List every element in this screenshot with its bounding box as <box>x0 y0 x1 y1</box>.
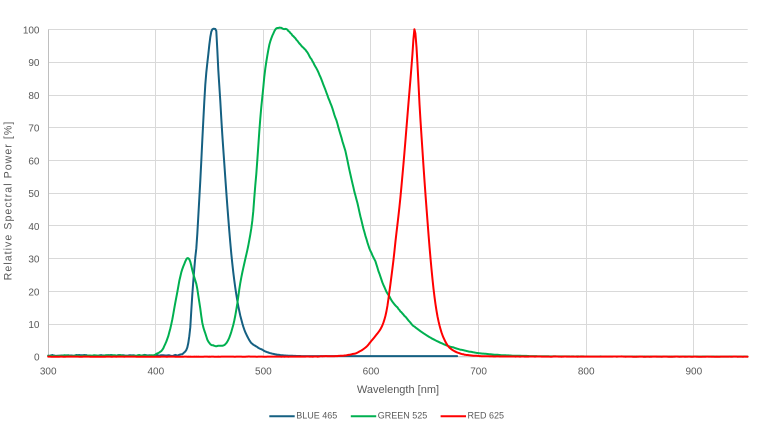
svg-text:500: 500 <box>255 367 272 378</box>
svg-text:RED 625: RED 625 <box>468 410 505 420</box>
svg-text:30: 30 <box>28 255 40 266</box>
svg-text:100: 100 <box>23 26 40 37</box>
svg-text:60: 60 <box>28 156 40 167</box>
svg-text:700: 700 <box>470 367 487 378</box>
svg-text:10: 10 <box>28 320 40 331</box>
svg-text:800: 800 <box>578 367 595 378</box>
svg-text:300: 300 <box>40 367 57 378</box>
svg-text:900: 900 <box>685 367 702 378</box>
svg-text:70: 70 <box>28 124 40 135</box>
svg-text:GREEN 525: GREEN 525 <box>378 410 428 420</box>
svg-text:40: 40 <box>28 222 40 233</box>
svg-text:Wavelength [nm]: Wavelength [nm] <box>357 384 439 396</box>
svg-text:Relative Spectral Power [%]: Relative Spectral Power [%] <box>3 121 15 281</box>
svg-text:BLUE 465: BLUE 465 <box>296 410 337 420</box>
svg-text:50: 50 <box>28 189 40 200</box>
svg-text:0: 0 <box>34 353 40 364</box>
svg-text:400: 400 <box>147 367 164 378</box>
svg-text:600: 600 <box>363 367 380 378</box>
svg-text:20: 20 <box>28 287 40 298</box>
svg-text:80: 80 <box>28 91 40 102</box>
svg-text:90: 90 <box>28 58 40 69</box>
